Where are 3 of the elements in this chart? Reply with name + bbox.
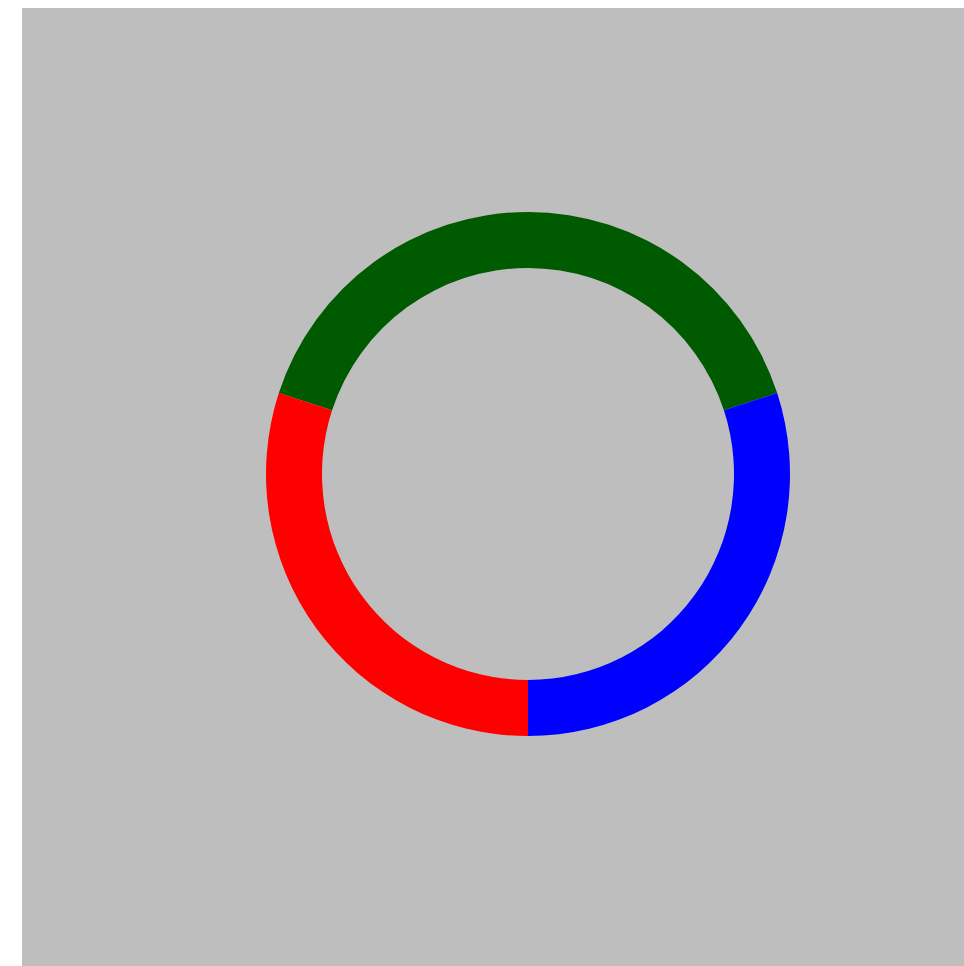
donut-slice <box>528 393 790 736</box>
donut-slice <box>266 393 528 736</box>
donut-slice <box>278 212 778 411</box>
